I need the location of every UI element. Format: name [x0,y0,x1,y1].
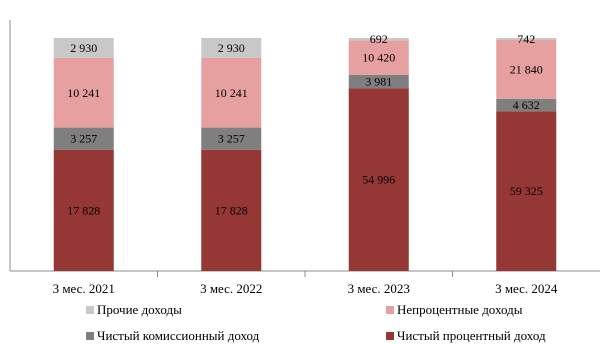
data-label: 17 828 [215,203,248,217]
data-label: 10 241 [215,86,248,100]
bar-segment [201,38,262,58]
data-label: 54 996 [362,173,395,187]
data-label: 742 [517,32,535,46]
stacked-bar-chart: 17 828 3 257 10 241 2 930 3 мес. 2021 17 828 3… [9,20,600,296]
bar-segment [201,149,262,271]
legend-swatch [86,332,94,340]
bar-segment [53,127,114,150]
legend-item: Прочие доходы [86,302,182,318]
bar-segment [53,57,114,128]
legend-swatch [386,332,394,340]
legend-item: Чистый комиссионный доход [86,328,259,344]
legend-label: Непроцентные доходы [397,302,523,317]
legend-label: Чистый комиссионный доход [97,328,260,343]
data-label: 3 981 [365,75,392,89]
bar-segment [348,88,409,271]
legend-item: Чистый процентный доход [386,328,546,344]
data-label: 59 325 [510,184,543,198]
bar-segment [496,98,557,112]
bar-segment [496,38,557,40]
legend-label: Чистый процентный доход [397,328,546,343]
bar-segment [348,40,409,75]
bar-segment [496,111,557,271]
data-label: 21 840 [510,62,543,76]
data-label: 2 930 [70,41,97,55]
data-label: 17 828 [67,203,100,217]
data-label: 3 257 [218,132,245,146]
bar-segment [348,74,409,89]
bar-segment [348,38,409,41]
x-tick-label: 3 мес. 2022 [200,281,262,296]
bar-segment [53,38,114,58]
bar-segment [53,149,114,271]
legend-swatch [386,306,394,314]
bar-segment [201,57,262,128]
data-label: 2 930 [218,41,245,55]
data-label: 10 420 [362,51,395,65]
data-label: 692 [370,32,388,46]
bar-segment [496,39,557,99]
chart-legend: Прочие доходы Непроцентные доходы Чистый к… [0,300,604,344]
x-tick-label: 3 мес. 2024 [495,281,558,296]
bar-segment [201,127,262,150]
legend-swatch [86,306,94,314]
x-tick-label: 3 мес. 2021 [53,281,115,296]
data-label: 4 632 [513,98,540,112]
x-tick-label: 3 мес. 2023 [348,281,410,296]
data-label: 10 241 [67,86,100,100]
legend-item: Непроцентные доходы [386,302,522,318]
data-label: 3 257 [70,132,97,146]
legend-label: Прочие доходы [97,302,182,317]
